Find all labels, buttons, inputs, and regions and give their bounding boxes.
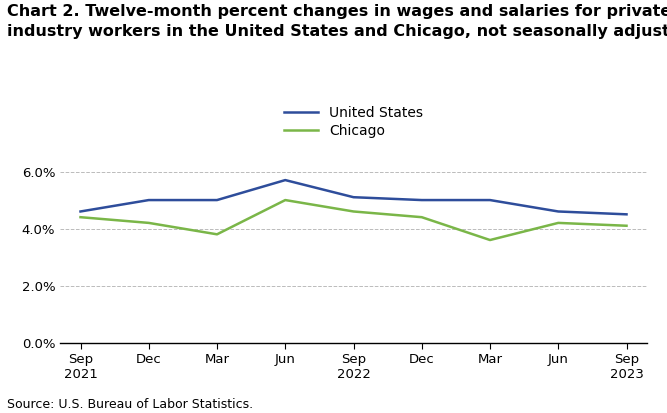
Text: Chart 2. Twelve-month percent changes in wages and salaries for private
industry: Chart 2. Twelve-month percent changes in… [7,4,667,39]
United States [350,195,358,200]
United States [486,197,494,202]
United States [281,178,289,183]
Text: Source: U.S. Bureau of Labor Statistics.: Source: U.S. Bureau of Labor Statistics. [7,398,253,411]
Chicago [213,232,221,237]
United States [145,197,153,202]
United States [622,212,630,217]
Chicago [77,215,85,220]
United States [554,209,562,214]
Line: United States: United States [81,180,626,214]
Chicago [486,237,494,242]
Chicago [622,223,630,228]
Chicago [350,209,358,214]
Line: Chicago: Chicago [81,200,626,240]
United States [213,197,221,202]
Chicago [418,215,426,220]
United States [418,197,426,202]
Chicago [145,221,153,225]
Chicago [554,221,562,225]
United States [77,209,85,214]
Legend: United States, Chicago: United States, Chicago [283,106,424,138]
Chicago [281,197,289,202]
